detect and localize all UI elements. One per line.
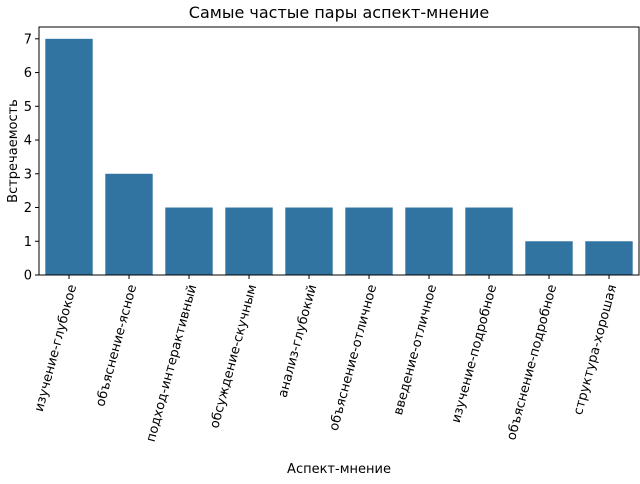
bars-group [45,38,633,275]
bar-10 [585,241,633,275]
y-tick-label: 4 [24,134,32,149]
chart-title: Самые частые пары аспект-мнение [189,3,489,22]
y-tick-label: 0 [24,269,32,284]
bar-1 [45,38,93,275]
y-axis-label: Встречаемость [6,99,21,203]
plot-frame [38,26,640,276]
y-tick-label: 7 [24,32,32,47]
y-tick-label: 1 [24,235,32,250]
bar-9 [525,241,573,275]
bar-4 [225,207,273,275]
bar-5 [285,207,333,275]
y-tick-label: 2 [24,201,32,216]
bar-2 [105,173,153,275]
bar-6 [345,207,393,275]
y-tick-label: 5 [24,100,32,115]
bar-8 [465,207,513,275]
y-tick-label: 3 [24,167,32,182]
x-axis-label: Аспект-мнение [287,462,391,477]
bar-7 [405,207,453,275]
y-tick-label: 6 [24,66,32,81]
bar-3 [165,207,213,275]
y-axis: 0 1 2 3 4 5 6 7 [24,32,39,284]
